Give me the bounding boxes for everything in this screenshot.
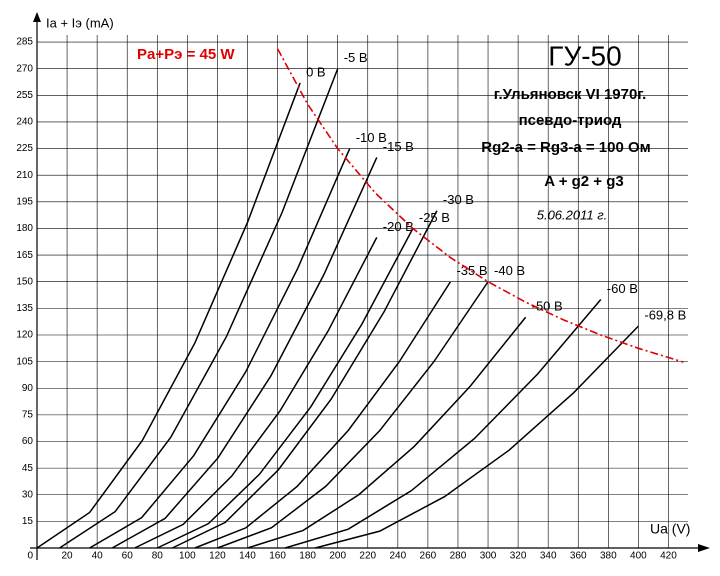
curve-label: -30 B (443, 192, 474, 207)
curve (247, 316, 527, 549)
x-tick-label: 80 (152, 551, 164, 562)
x-tick-label: 60 (122, 551, 134, 562)
y-tick-label: 195 (16, 196, 33, 207)
x-tick-label: 420 (660, 551, 677, 562)
y-tick-label: 225 (16, 143, 33, 154)
x-tick-label: 400 (630, 551, 647, 562)
y-tick-label: 210 (16, 170, 33, 181)
x-tick-label: 200 (329, 551, 346, 562)
power-label: Pa+Pэ = 45 W (137, 46, 235, 63)
y-tick-label: 75 (22, 410, 34, 421)
curve-label: -50 B (532, 299, 563, 314)
curve (314, 325, 639, 549)
x-tick-label: 40 (92, 551, 104, 562)
x-tick-label: 360 (570, 551, 587, 562)
y-tick-label: 285 (16, 37, 33, 48)
tube-name: ГУ-50 (548, 40, 621, 71)
x-tick-label: 180 (299, 551, 316, 562)
x-tick-label: 380 (600, 551, 617, 562)
y-tick-label: 135 (16, 303, 33, 314)
annotation: 5.06.2011 г. (537, 207, 608, 222)
curve-label: -20 B (383, 219, 414, 234)
x-axis-title: Ua (V) (650, 521, 690, 537)
curve (171, 210, 438, 549)
x-tick-label: 0 (27, 551, 33, 562)
y-tick-label: 90 (22, 383, 34, 394)
x-tick-label: 320 (510, 551, 527, 562)
curve (36, 82, 301, 549)
x-tick-label: 120 (209, 551, 226, 562)
curve (134, 237, 378, 549)
y-tick-label: 270 (16, 63, 33, 74)
x-tick-label: 280 (450, 551, 467, 562)
curve-label: -25 B (419, 210, 450, 225)
curve (111, 157, 378, 549)
y-tick-label: 15 (22, 516, 34, 527)
x-tick-label: 300 (480, 551, 497, 562)
annotation: A + g2 + g3 (544, 173, 623, 190)
x-tick-label: 260 (420, 551, 437, 562)
y-tick-label: 150 (16, 276, 33, 287)
x-tick-label: 140 (239, 551, 256, 562)
curve-label: 0 B (306, 64, 326, 79)
x-tick-label: 100 (179, 551, 196, 562)
curve (59, 68, 339, 549)
x-arrow (698, 544, 710, 552)
curve-label: -10 B (356, 130, 387, 145)
curve (276, 48, 684, 363)
y-tick-label: 45 (22, 463, 34, 474)
y-axis-title: Ia + Iэ (mA) (46, 15, 114, 30)
x-tick-label: 240 (389, 551, 406, 562)
x-tick-label: 340 (540, 551, 557, 562)
annotation: псевдо-триод (519, 112, 622, 129)
curve (217, 281, 489, 549)
x-tick-label: 220 (359, 551, 376, 562)
curve (194, 281, 452, 549)
y-tick-label: 60 (22, 436, 34, 447)
x-tick-label: 20 (62, 551, 74, 562)
y-tick-label: 105 (16, 356, 33, 367)
x-tick-label: 160 (269, 551, 286, 562)
curve (156, 228, 414, 549)
y-tick-label: 165 (16, 250, 33, 261)
curve-label: -40 B (494, 263, 525, 278)
y-tick-label: 30 (22, 489, 34, 500)
y-tick-label: 255 (16, 90, 33, 101)
y-tick-label: 120 (16, 330, 33, 341)
curve (89, 148, 351, 549)
y-arrow (33, 12, 41, 22)
curve (284, 299, 602, 549)
y-tick-label: 240 (16, 117, 33, 128)
curve-label: -5 B (344, 50, 368, 65)
annotation: Rg2-a = Rg3-a = 100 Ом (481, 139, 651, 156)
curve-label: -15 B (383, 139, 414, 154)
y-tick-label: 180 (16, 223, 33, 234)
curve-label: -60 B (607, 281, 638, 296)
curve-label: -69,8 B (644, 308, 686, 323)
annotation: г.Ульяновск VI 1970г. (494, 86, 647, 103)
